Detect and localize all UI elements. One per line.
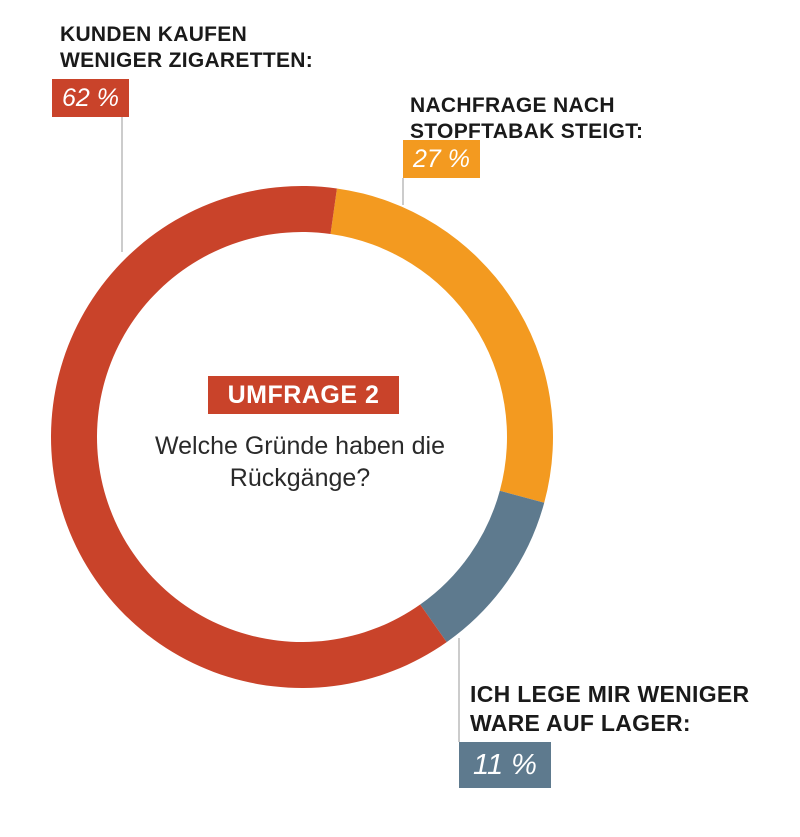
slice-lager bbox=[420, 490, 545, 643]
value-badge-lager: 11 % bbox=[459, 742, 551, 788]
slice-label-kunden: KUNDEN KAUFEN WENIGER ZIGARETTEN: bbox=[60, 22, 313, 74]
slice-label-nachfrage: NACHFRAGE NACH STOPFTABAK STEIGT: bbox=[410, 93, 643, 145]
slice-label-line: ICH LEGE MIR WENIGER bbox=[470, 681, 750, 707]
slice-label-line: NACHFRAGE NACH bbox=[410, 94, 615, 117]
slice-label-line: WARE AUF LAGER: bbox=[470, 710, 691, 736]
slice-label-line: KUNDEN KAUFEN bbox=[60, 23, 248, 46]
donut-slices bbox=[50, 186, 553, 689]
slice-kunden bbox=[50, 186, 447, 689]
leader-lines bbox=[121, 117, 460, 742]
slice-label-line: WENIGER ZIGARETTEN: bbox=[60, 49, 314, 72]
slice-label-line: STOPFTABAK STEIGT: bbox=[410, 120, 644, 143]
survey-question: Welche Gründe haben die Rückgänge? bbox=[154, 432, 445, 492]
survey-badge: UMFRAGE 2 bbox=[208, 376, 399, 414]
value-badge-kunden: 62 % bbox=[52, 79, 129, 117]
value-badge-nachfrage: 27 % bbox=[403, 140, 480, 178]
slice-label-lager: ICH LEGE MIR WENIGER WARE AUF LAGER: bbox=[470, 680, 749, 738]
slice-nachfrage bbox=[330, 188, 553, 503]
